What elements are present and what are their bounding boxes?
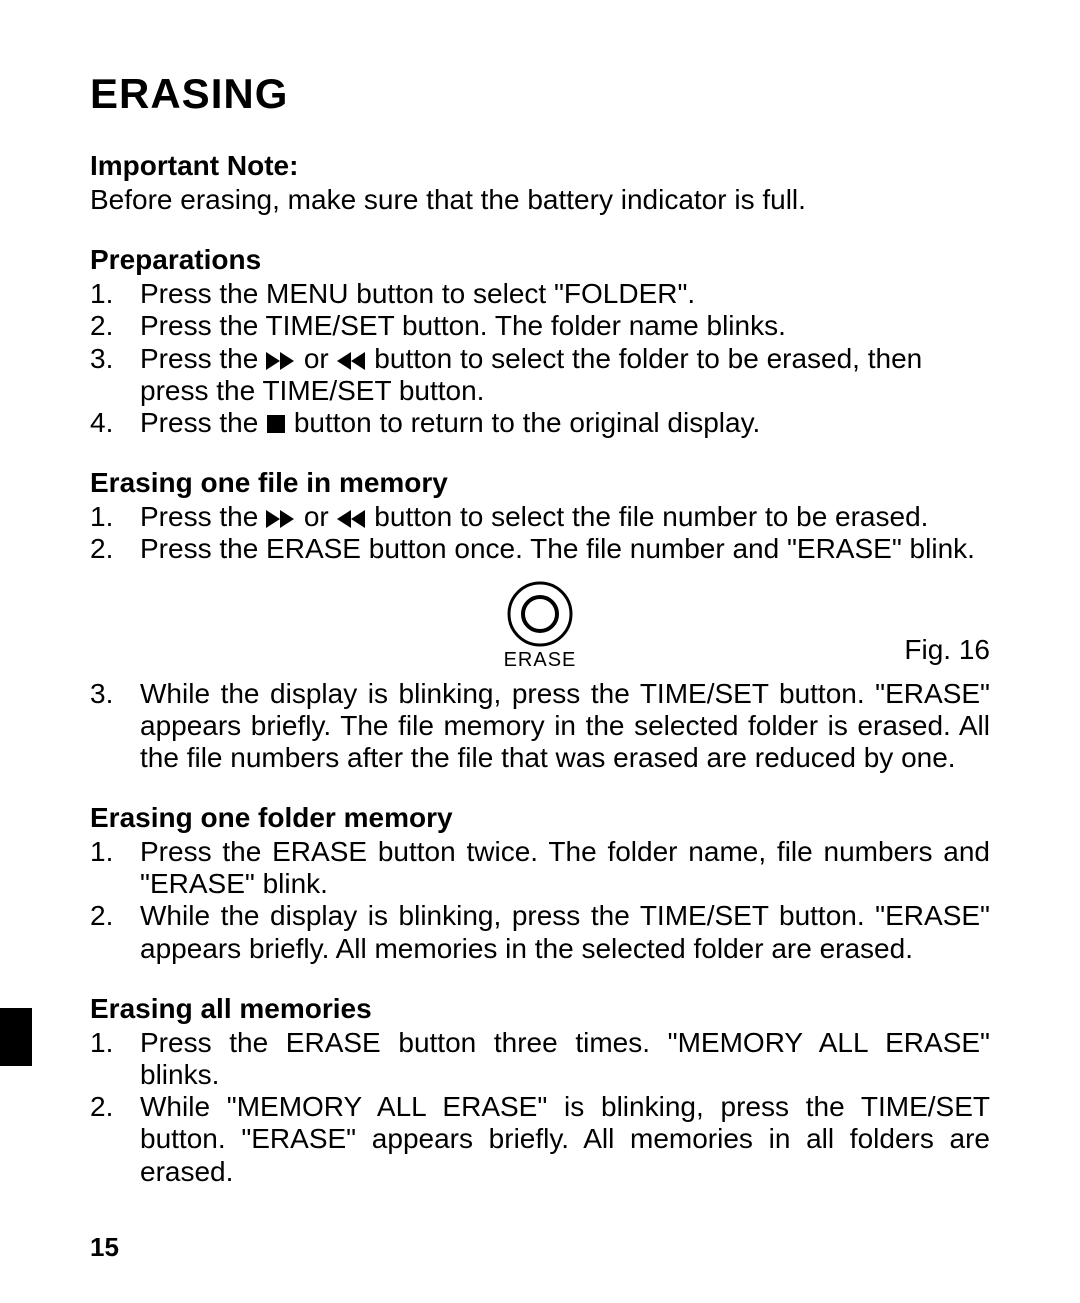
list-item: 1.Press the MENU button to select "FOLDE…: [90, 278, 990, 310]
list-item: 2.Press the TIME/SET button. The folder …: [90, 310, 990, 342]
list-item: 1.Press the ERASE button three times. "M…: [90, 1027, 990, 1091]
erase-one-file-list-b: 3.While the display is blinking, press t…: [90, 678, 990, 775]
list-item: 2.Press the ERASE button once. The file …: [90, 533, 990, 565]
list-item-text: Press the ERASE button once. The file nu…: [140, 533, 990, 565]
list-item-number: 3.: [90, 678, 140, 775]
list-item-number: 4.: [90, 407, 140, 439]
list-item-text: Press the TIME/SET button. The folder na…: [140, 310, 990, 342]
list-item-text: Press the or button to select the file n…: [140, 501, 990, 533]
list-item-text: Press the MENU button to select "FOLDER"…: [140, 278, 990, 310]
list-item-text: Press the ERASE button twice. The folder…: [140, 836, 990, 900]
list-item-text: Press the button to return to the origin…: [140, 407, 990, 439]
erase-one-folder-label: Erasing one folder memory: [90, 802, 990, 834]
list-item: 1.Press the ERASE button twice. The fold…: [90, 836, 990, 900]
list-item: 3.While the display is blinking, press t…: [90, 678, 990, 775]
list-item-text: Press the ERASE button three times. "MEM…: [140, 1027, 990, 1091]
page-title: ERASING: [90, 70, 990, 118]
erase-figure: ERASE Fig. 16: [90, 572, 990, 672]
erase-button-label: ERASE: [504, 649, 577, 672]
list-item-text: While "MEMORY ALL ERASE" is blinking, pr…: [140, 1091, 990, 1188]
list-item: 2.While "MEMORY ALL ERASE" is blinking, …: [90, 1091, 990, 1188]
important-note-label: Important Note:: [90, 150, 990, 182]
list-item-number: 1.: [90, 1027, 140, 1091]
list-item-text: While the display is blinking, press the…: [140, 678, 990, 775]
important-note-text: Before erasing, make sure that the batte…: [90, 184, 990, 216]
list-item-number: 2.: [90, 533, 140, 565]
side-tab: [0, 1008, 32, 1066]
erase-one-file-label: Erasing one file in memory: [90, 467, 990, 499]
list-item-number: 1.: [90, 278, 140, 310]
list-item-text: While the display is blinking, press the…: [140, 900, 990, 964]
list-item-number: 2.: [90, 1091, 140, 1188]
preparations-label: Preparations: [90, 244, 990, 276]
list-item-text: Press the or button to select the folder…: [140, 343, 990, 407]
rewind-icon: [337, 510, 367, 528]
figure-caption: Fig. 16: [904, 634, 990, 666]
list-item-number: 2.: [90, 310, 140, 342]
manual-page: ERASING Important Note: Before erasing, …: [0, 0, 1080, 1303]
rewind-icon: [337, 352, 367, 370]
stop-icon: [266, 414, 286, 434]
list-item: 1.Press the or button to select the file…: [90, 501, 990, 533]
list-item-number: 2.: [90, 900, 140, 964]
list-item-number: 1.: [90, 836, 140, 900]
erase-button-illustration: ERASE: [504, 581, 577, 672]
erase-one-file-list-a: 1.Press the or button to select the file…: [90, 501, 990, 565]
list-item: 4.Press the button to return to the orig…: [90, 407, 990, 439]
erase-all-list: 1.Press the ERASE button three times. "M…: [90, 1027, 990, 1188]
list-item: 3.Press the or button to select the fold…: [90, 343, 990, 407]
page-number: 15: [90, 1232, 990, 1263]
erase-button-icon: [507, 581, 573, 647]
preparations-list: 1.Press the MENU button to select "FOLDE…: [90, 278, 990, 439]
erase-one-folder-list: 1.Press the ERASE button twice. The fold…: [90, 836, 990, 965]
list-item: 2.While the display is blinking, press t…: [90, 900, 990, 964]
fast-forward-icon: [266, 510, 296, 528]
fast-forward-icon: [266, 352, 296, 370]
erase-all-label: Erasing all memories: [90, 993, 990, 1025]
list-item-number: 3.: [90, 343, 140, 407]
list-item-number: 1.: [90, 501, 140, 533]
